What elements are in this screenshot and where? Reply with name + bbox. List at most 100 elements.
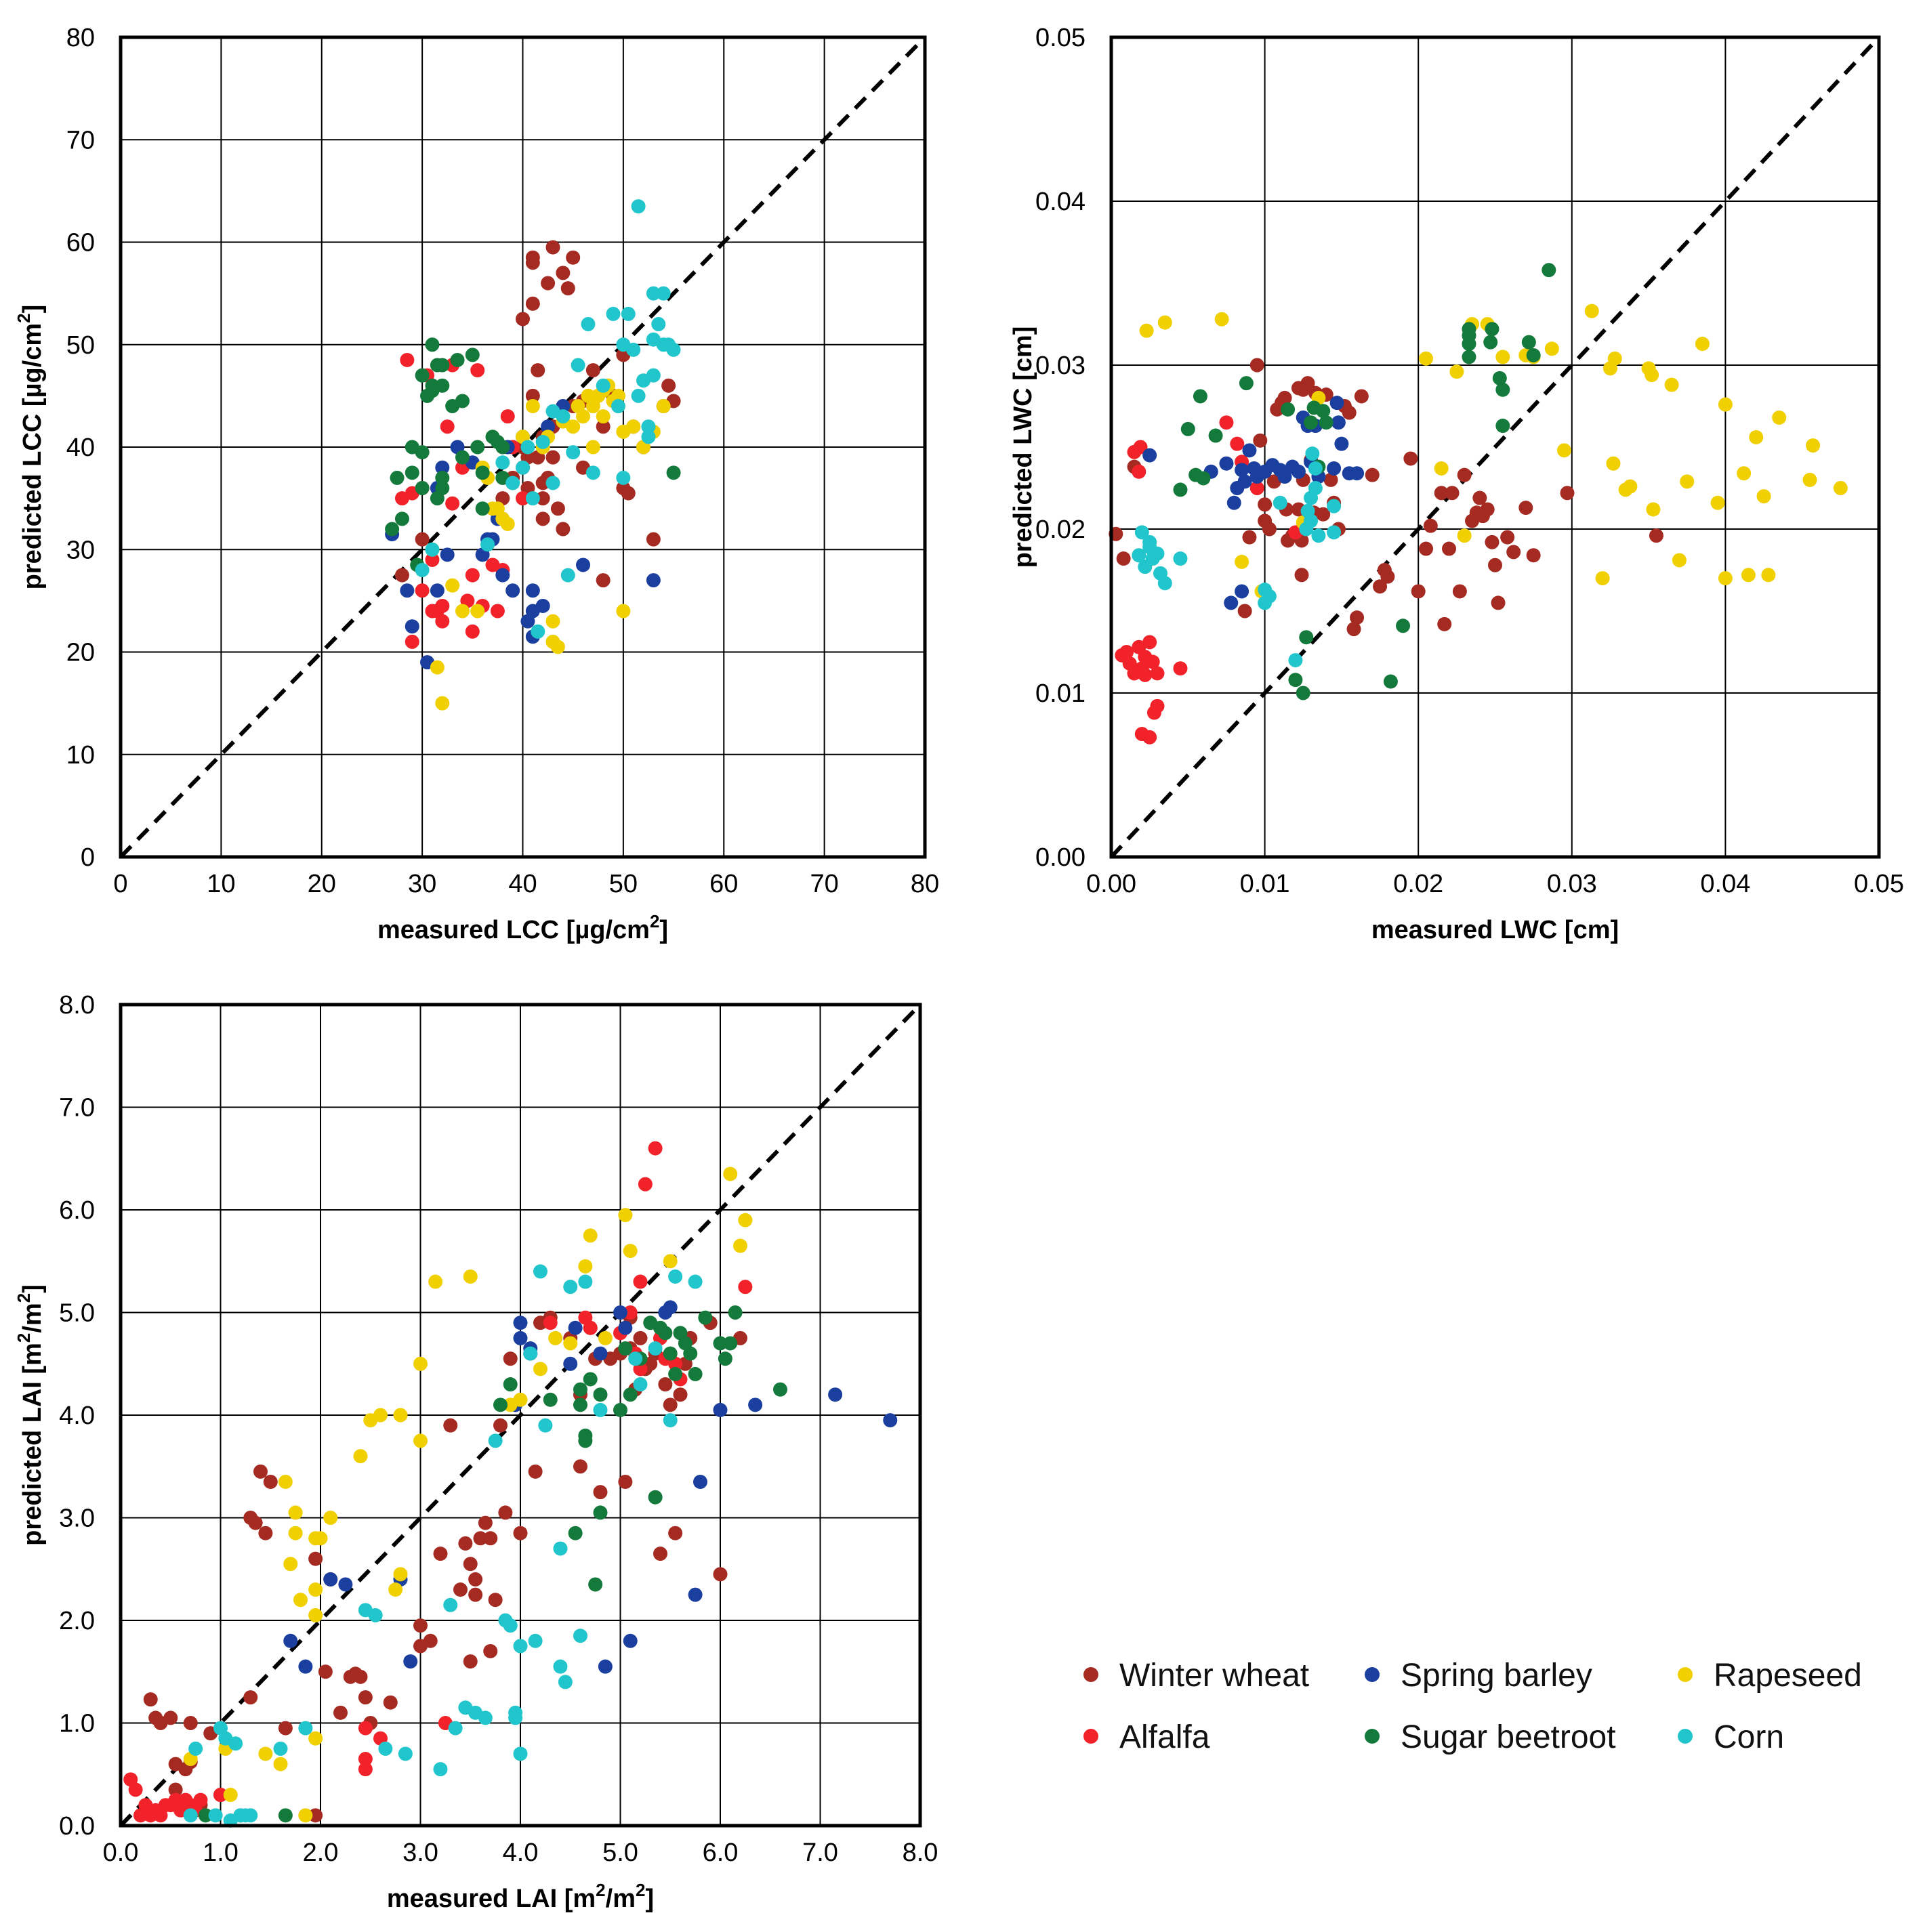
lcc-point-sugar-beetroot	[385, 522, 400, 537]
legend-label-rapeseed: Rapeseed	[1714, 1658, 1862, 1694]
lcc-point-rapeseed	[566, 419, 581, 434]
lcc-point-corn	[516, 460, 530, 475]
lai-point-corn	[513, 1639, 528, 1654]
lwc-point-winter-wheat	[1560, 486, 1575, 501]
lai-point-rapeseed	[548, 1330, 563, 1345]
lwc-x-tick-labels: 0.00 0.01 0.02 0.03 0.04 0.05	[1086, 870, 1904, 898]
lai-point-spring-barley	[513, 1316, 528, 1330]
lcc-point-winter-wheat	[585, 363, 600, 378]
lai-y-tick-label: 6.0	[59, 1196, 95, 1225]
lcc-y-tick-label: 20	[66, 639, 95, 667]
lcc-point-sugar-beetroot	[390, 470, 405, 485]
lcc-point-alfalfa	[470, 363, 485, 378]
lwc-point-rapeseed	[1556, 443, 1571, 458]
lai-x-tick-label: 1.0	[203, 1839, 239, 1867]
lcc-x-tick-label: 60	[709, 870, 738, 898]
lai-point-corn	[478, 1710, 493, 1725]
lwc-point-alfalfa	[1142, 635, 1157, 650]
lwc-point-spring-barley	[1242, 443, 1257, 458]
lai-point-winter-wheat	[618, 1474, 633, 1489]
lcc-point-corn	[480, 537, 495, 552]
lwc-y-axis-label: predicted LWC [cm]	[1009, 327, 1037, 568]
lwc-point-winter-wheat	[1249, 358, 1264, 373]
lwc-point-spring-barley	[1334, 436, 1349, 451]
lai-point-corn	[443, 1597, 458, 1612]
lwc-point-corn	[1327, 525, 1342, 540]
lcc-point-winter-wheat	[661, 378, 676, 393]
lwc-point-winter-wheat	[1472, 490, 1487, 505]
lwc-point-winter-wheat	[1480, 502, 1495, 517]
lai-point-alfalfa	[213, 1788, 228, 1803]
lwc-point-winter-wheat	[1258, 497, 1273, 512]
lai-point-sugar-beetroot	[588, 1577, 603, 1592]
lai-point-corn	[368, 1608, 383, 1622]
lai-point-spring-barley	[563, 1356, 578, 1371]
lai-point-winter-wheat	[353, 1669, 368, 1684]
lwc-point-sugar-beetroot	[1542, 263, 1556, 278]
lai-point-corn	[488, 1433, 503, 1448]
legend-marker-spring-barley	[1365, 1667, 1380, 1682]
lai-point-sugar-beetroot	[568, 1526, 583, 1540]
lai-point-sugar-beetroot	[713, 1336, 728, 1351]
lcc-point-spring-barley	[576, 558, 591, 572]
lcc-y-tick-label: 30	[66, 536, 95, 564]
lcc-y-tick-label: 60	[66, 229, 95, 257]
lai-point-spring-barley	[598, 1659, 613, 1674]
lwc-point-alfalfa	[1133, 440, 1148, 455]
lcc-point-winter-wheat	[545, 450, 560, 465]
lai-point-spring-barley	[713, 1402, 728, 1417]
lwc-point-rapeseed	[1737, 466, 1752, 481]
lwc-point-rapeseed	[1664, 377, 1679, 392]
lwc-points	[1109, 263, 1848, 744]
lwc-y-tick-label: 0.05	[1035, 24, 1085, 52]
lai-point-spring-barley	[298, 1659, 313, 1674]
lwc-point-winter-wheat	[1354, 389, 1369, 404]
lai-point-rapeseed	[308, 1608, 323, 1622]
lcc-point-winter-wheat	[545, 240, 560, 255]
lcc-x-tick-label: 0	[113, 870, 127, 898]
lai-point-rapeseed	[223, 1788, 238, 1803]
lwc-point-winter-wheat	[1277, 390, 1292, 405]
lai-point-winter-wheat	[333, 1705, 348, 1720]
lai-point-corn	[553, 1659, 568, 1674]
lai-point-corn	[573, 1629, 587, 1643]
lwc-point-winter-wheat	[1649, 528, 1663, 543]
lai-point-winter-wheat	[358, 1690, 373, 1705]
lai-point-alfalfa	[358, 1752, 373, 1767]
lcc-point-winter-wheat	[541, 276, 556, 291]
lwc-point-spring-barley	[1142, 448, 1157, 463]
lwc-point-winter-wheat	[1434, 486, 1449, 501]
lai-point-corn	[208, 1808, 223, 1823]
lai-point-rapeseed	[273, 1757, 288, 1771]
lai-point-spring-barley	[403, 1654, 418, 1669]
lcc-y-tick-label: 40	[66, 434, 95, 462]
lai-points	[123, 1141, 898, 1828]
lwc-point-sugar-beetroot	[1462, 350, 1476, 364]
lwc-y-tick-label: 0.01	[1035, 679, 1085, 708]
lwc-point-winter-wheat	[1373, 579, 1388, 594]
lai-point-corn	[433, 1762, 448, 1777]
lcc-x-axis-label: measured LCC [µg/cm2]	[377, 911, 668, 944]
lai-y-tick-label: 4.0	[59, 1402, 95, 1430]
lwc-point-spring-barley	[1226, 495, 1241, 510]
lcc-point-rapeseed	[611, 388, 625, 403]
lai-point-winter-wheat	[423, 1633, 438, 1648]
lwc-one-to-one-line	[1109, 35, 1881, 859]
lai-x-tick-label: 6.0	[703, 1839, 739, 1867]
lai-point-spring-barley	[618, 1320, 633, 1335]
lwc-y-tick-label: 0.04	[1035, 188, 1085, 216]
legend-item-sugar-beetroot: Sugar beetroot	[1365, 1719, 1616, 1755]
lcc-point-rapeseed	[500, 516, 515, 531]
lwc-point-corn	[1273, 495, 1287, 510]
lcc-point-alfalfa	[465, 624, 480, 639]
lai-point-winter-wheat	[498, 1505, 513, 1520]
lwc-point-corn	[1327, 499, 1342, 513]
lcc-point-sugar-beetroot	[470, 440, 485, 455]
lwc-point-sugar-beetroot	[1526, 348, 1541, 362]
lai-plot-frame	[119, 1003, 922, 1828]
lcc-point-winter-wheat	[621, 486, 636, 501]
lai-point-spring-barley	[748, 1398, 763, 1412]
legend-marker-alfalfa	[1083, 1729, 1098, 1744]
lcc-x-tick-label: 70	[810, 870, 838, 898]
lai-point-corn	[228, 1736, 243, 1751]
